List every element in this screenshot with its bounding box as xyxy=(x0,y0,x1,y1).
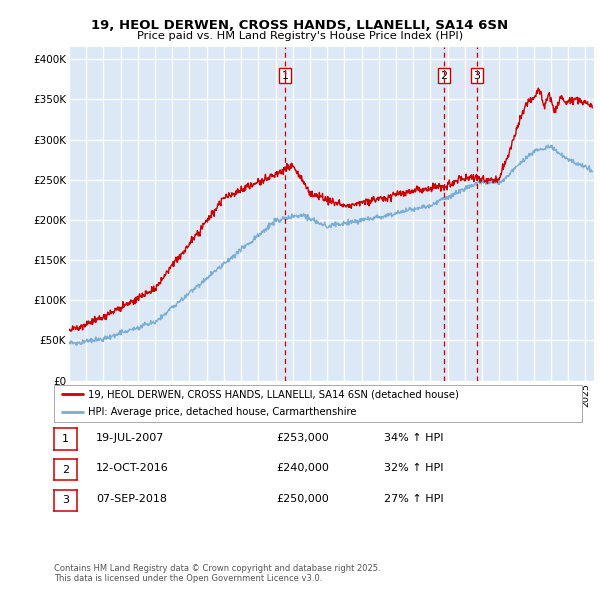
Text: 07-SEP-2018: 07-SEP-2018 xyxy=(96,494,167,504)
Text: 12-OCT-2016: 12-OCT-2016 xyxy=(96,464,169,473)
Text: 3: 3 xyxy=(62,496,69,505)
Text: 1: 1 xyxy=(281,71,289,80)
Text: 2: 2 xyxy=(440,71,448,80)
Text: Contains HM Land Registry data © Crown copyright and database right 2025.
This d: Contains HM Land Registry data © Crown c… xyxy=(54,563,380,583)
Text: 1: 1 xyxy=(62,434,69,444)
Text: 19, HEOL DERWEN, CROSS HANDS, LLANELLI, SA14 6SN: 19, HEOL DERWEN, CROSS HANDS, LLANELLI, … xyxy=(91,19,509,32)
Text: Price paid vs. HM Land Registry's House Price Index (HPI): Price paid vs. HM Land Registry's House … xyxy=(137,31,463,41)
Text: 34% ↑ HPI: 34% ↑ HPI xyxy=(384,433,443,442)
Text: 27% ↑ HPI: 27% ↑ HPI xyxy=(384,494,443,504)
Text: 2: 2 xyxy=(62,465,69,474)
Text: 3: 3 xyxy=(473,71,480,80)
Text: £250,000: £250,000 xyxy=(276,494,329,504)
Text: £253,000: £253,000 xyxy=(276,433,329,442)
Text: 32% ↑ HPI: 32% ↑ HPI xyxy=(384,464,443,473)
Text: 19-JUL-2007: 19-JUL-2007 xyxy=(96,433,164,442)
Text: £240,000: £240,000 xyxy=(276,464,329,473)
Text: HPI: Average price, detached house, Carmarthenshire: HPI: Average price, detached house, Carm… xyxy=(88,407,357,417)
Text: 19, HEOL DERWEN, CROSS HANDS, LLANELLI, SA14 6SN (detached house): 19, HEOL DERWEN, CROSS HANDS, LLANELLI, … xyxy=(88,389,459,399)
